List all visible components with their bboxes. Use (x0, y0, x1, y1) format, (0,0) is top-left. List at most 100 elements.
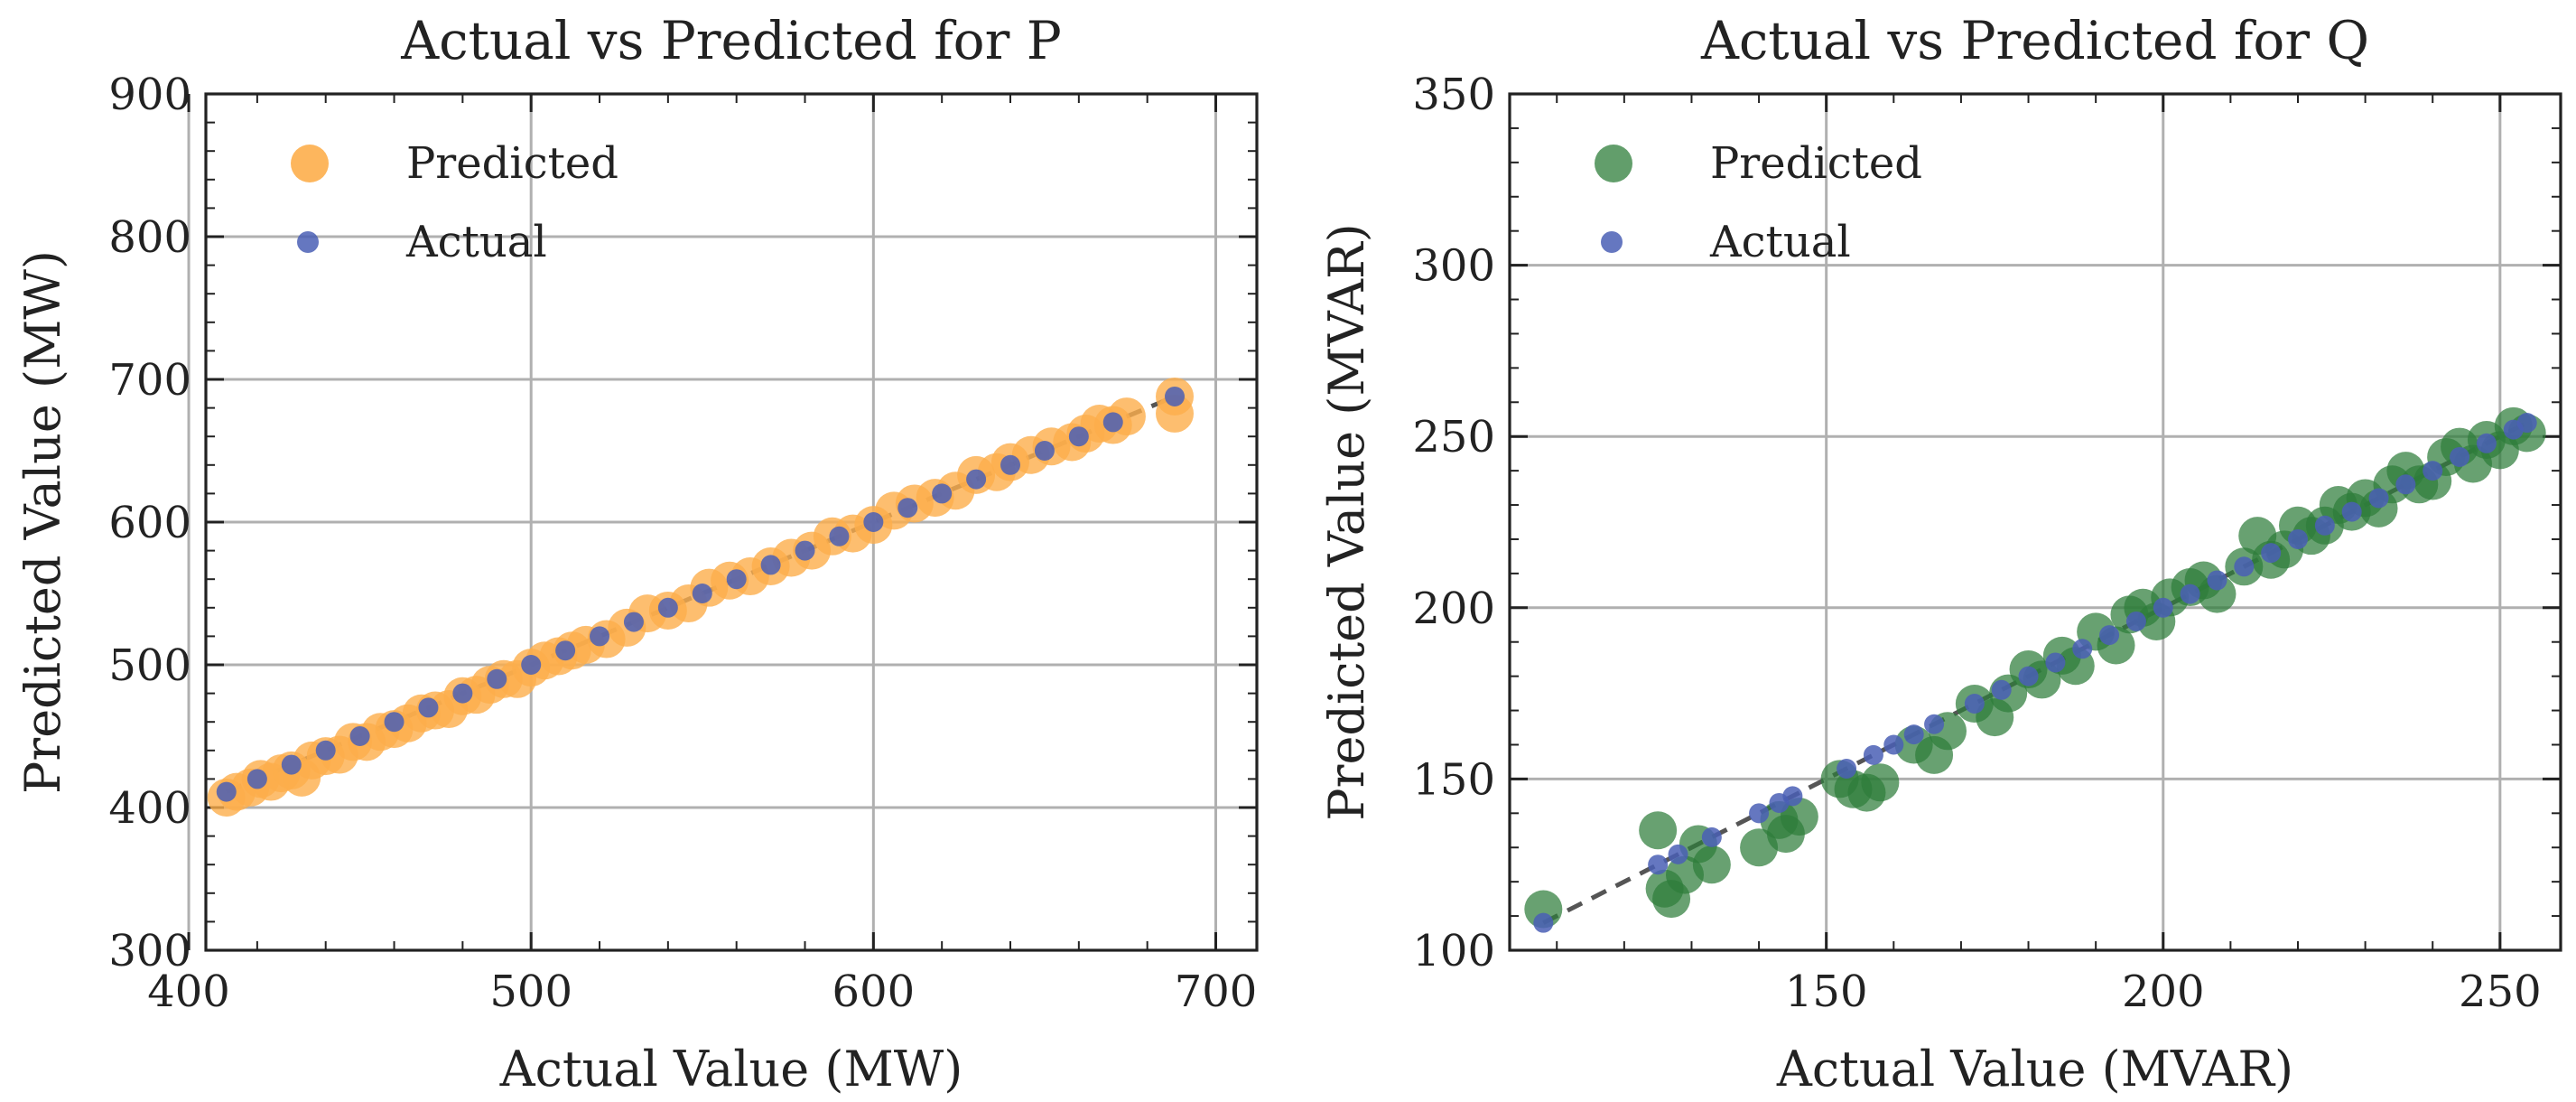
actual-point (2314, 515, 2335, 536)
actual-point (1964, 693, 1985, 714)
actual-point (760, 555, 781, 575)
legend-label-predicted: Predicted (406, 138, 618, 189)
actual-point (1782, 786, 1803, 807)
actual-point (623, 612, 644, 632)
legend-marker-predicted (1595, 145, 1632, 182)
y-tick-label: 300 (108, 926, 191, 976)
y-tick-label: 600 (108, 498, 191, 548)
actual-point (1883, 734, 1904, 755)
predicted-point (1780, 798, 1818, 836)
x-tick-label: 700 (1175, 967, 1258, 1017)
predicted-point (1639, 811, 1678, 850)
legend-label-actual: Actual (405, 217, 547, 267)
y-axis-label: Predicted Value (MVAR) (1318, 223, 1375, 820)
actual-point (2153, 597, 2173, 618)
y-tick-label: 200 (1412, 584, 1495, 634)
actual-point (1749, 803, 1770, 824)
actual-point (1648, 855, 1669, 875)
predicted-point (1692, 845, 1731, 884)
actual-point (1034, 441, 1055, 461)
actual-point (2234, 556, 2255, 577)
actual-point (2018, 666, 2039, 686)
actual-point (1102, 412, 1123, 433)
actual-point (2180, 584, 2200, 604)
x-tick-label: 400 (147, 967, 230, 1017)
legend-marker-predicted (291, 145, 329, 182)
y-tick-label: 300 (1412, 241, 1495, 292)
actual-point (2450, 446, 2470, 467)
legend-marker-actual (1601, 231, 1623, 253)
legend: Predicted Actual (1595, 138, 1922, 267)
data-marks (1524, 406, 2546, 933)
actual-point (1837, 759, 1857, 780)
y-axis-label: Predicted Value (MW) (14, 250, 71, 794)
actual-point (897, 498, 918, 518)
predicted-point (1861, 763, 1900, 802)
actual-point (1701, 826, 1722, 847)
actual-point (1668, 844, 1688, 864)
y-tick-label: 150 (1412, 754, 1495, 805)
actual-point (1863, 744, 1883, 765)
actual-point (1903, 724, 1924, 745)
actual-point (726, 569, 747, 590)
predicted-point (1524, 890, 1563, 929)
chart-title: Actual vs Predicted for Q (1700, 10, 2369, 71)
actual-point (521, 655, 542, 675)
actual-point (1991, 679, 2012, 700)
x-axis-label: Actual Value (MVAR) (1776, 1041, 2293, 1097)
actual-point (2045, 652, 2066, 673)
chart-panel-p: Actual vs Predicted for P Actual Value (… (14, 10, 1259, 1097)
actual-point (2261, 543, 2282, 564)
actual-point (2099, 625, 2120, 646)
actual-point (2368, 488, 2389, 509)
x-axis-label: Actual Value (MW) (499, 1041, 963, 1097)
actual-point (216, 781, 237, 802)
y-tick-label: 100 (1412, 926, 1495, 976)
y-tick-label: 400 (108, 783, 191, 834)
plot-frame (204, 92, 1259, 952)
actual-point (932, 483, 953, 504)
actual-point (2395, 474, 2416, 495)
predicted-point (1156, 394, 1195, 433)
y-tick-label: 250 (1412, 412, 1495, 462)
actual-point (281, 754, 302, 775)
legend-label-actual: Actual (1709, 217, 1851, 267)
actual-point (795, 540, 815, 561)
actual-point (2476, 433, 2497, 453)
actual-point (829, 526, 850, 546)
actual-point (1068, 426, 1089, 447)
legend-label-predicted: Predicted (1710, 138, 1922, 189)
actual-point (1000, 454, 1021, 475)
actual-point (2207, 570, 2227, 591)
grid-and-ticks (187, 92, 1257, 952)
legend: Predicted Actual (291, 138, 618, 267)
actual-point (863, 512, 884, 532)
grid-and-ticks (1510, 92, 2561, 952)
actual-point (349, 726, 370, 746)
actual-point (418, 697, 439, 718)
x-tick-label: 500 (489, 967, 572, 1017)
legend-marker-actual (297, 231, 319, 253)
actual-point (2516, 413, 2537, 434)
x-tick-label: 600 (832, 967, 916, 1017)
x-tick-label: 250 (2459, 967, 2542, 1017)
y-tick-label: 350 (1412, 70, 1495, 120)
actual-point (2341, 501, 2362, 522)
actual-point (452, 683, 473, 704)
actual-point (966, 469, 987, 490)
predicted-point (2198, 574, 2237, 613)
y-tick-label: 800 (108, 212, 191, 263)
x-tick-label: 200 (2122, 967, 2205, 1017)
actual-point (1924, 714, 1945, 734)
actual-point (555, 640, 576, 661)
actual-point (657, 597, 678, 618)
y-tick-label: 900 (108, 70, 191, 120)
actual-point (2423, 461, 2443, 481)
data-marks (207, 377, 1195, 817)
actual-point (1533, 912, 1554, 933)
y-tick-label: 500 (108, 640, 191, 691)
actual-point (692, 584, 712, 603)
actual-point (384, 712, 405, 733)
chart-title: Actual vs Predicted for P (400, 10, 1062, 71)
